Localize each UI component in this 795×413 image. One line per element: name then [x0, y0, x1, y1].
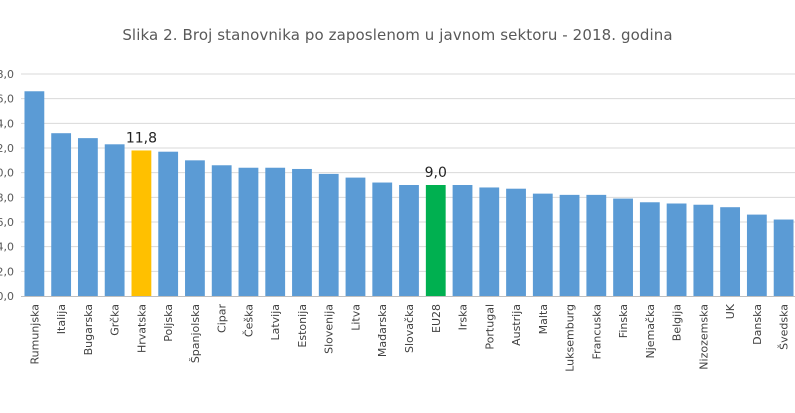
x-tick-label: Rumunjska — [28, 304, 41, 364]
chart-title: Slika 2. Broj stanovnika po zaposlenom u… — [122, 26, 673, 44]
x-tick-label: Latvija — [269, 304, 282, 341]
bars — [24, 91, 794, 297]
bar — [479, 187, 500, 296]
bar — [425, 185, 446, 296]
bar — [746, 214, 767, 296]
bar — [24, 91, 45, 297]
x-tick-label: Poljska — [162, 304, 175, 342]
x-tick-label: Austrija — [510, 304, 523, 346]
x-tick-label: Danska — [751, 304, 764, 345]
bar — [292, 168, 312, 296]
bar — [77, 138, 98, 296]
bar — [506, 188, 526, 296]
x-axis-ticks: Rumunjska Italija Bugarska Grčka Hrvatska Pol… — [28, 303, 790, 372]
bar — [104, 144, 125, 296]
x-tick-label: Cipar — [216, 304, 229, 333]
x-tick-label: Grčka — [109, 304, 122, 336]
bar — [131, 150, 152, 296]
y-tick-label: 4,0 — [0, 241, 14, 254]
bar — [399, 185, 419, 296]
x-tick-label: Španjolska — [189, 304, 202, 363]
y-tick-label: 14,0 — [0, 117, 14, 130]
bar — [720, 207, 741, 296]
data-label: 11,8 — [126, 130, 157, 146]
y-tick-label: 2,0 — [0, 265, 14, 278]
y-tick-label: 12,0 — [0, 142, 14, 155]
bar — [158, 151, 179, 296]
x-tick-label: Belgija — [671, 304, 684, 341]
x-tick-label: EU28 — [430, 304, 443, 333]
x-tick-label: Nizozemska — [697, 304, 710, 370]
x-tick-label: Malta — [537, 304, 550, 334]
y-axis-ticks: 0,0 2,0 4,0 6,0 8,0 10,0 12,0 14,0 16,0 18,0 — [0, 68, 14, 303]
x-tick-label: UK — [724, 303, 737, 319]
bar — [51, 133, 72, 296]
bar — [532, 193, 553, 296]
bar — [372, 182, 393, 296]
x-tick-label: Francuska — [590, 304, 603, 359]
bar — [452, 185, 473, 296]
x-tick-label: Bugarska — [82, 304, 95, 355]
bar — [265, 167, 286, 296]
x-tick-label: Švedska — [778, 304, 791, 350]
x-tick-label: Mađarska — [376, 304, 389, 357]
bar — [586, 194, 607, 296]
x-tick-label: Njemačka — [644, 304, 657, 358]
x-tick-label: Irska — [457, 304, 470, 330]
x-tick-label: Portugal — [483, 304, 496, 350]
y-tick-label: 0,0 — [0, 290, 14, 303]
x-tick-label: Slovačka — [403, 304, 416, 353]
bar — [773, 219, 794, 296]
bar — [318, 173, 339, 296]
x-tick-label: Luksemburg — [564, 304, 577, 372]
y-tick-label: 10,0 — [0, 167, 14, 180]
bar — [666, 203, 687, 296]
bar — [238, 167, 259, 296]
data-labels: 11,8 9,0 — [126, 130, 447, 181]
y-tick-label: 18,0 — [0, 68, 14, 81]
y-tick-label: 8,0 — [0, 191, 14, 204]
bar — [693, 204, 714, 296]
x-tick-label: Češka — [242, 304, 255, 337]
bar — [185, 160, 205, 296]
x-tick-label: Slovenija — [323, 304, 336, 354]
bar — [613, 198, 633, 296]
bar — [345, 177, 366, 296]
x-tick-label: Italija — [55, 304, 68, 334]
bar — [639, 202, 660, 296]
data-label: 9,0 — [425, 165, 447, 181]
bar — [559, 194, 580, 296]
x-tick-label: Hrvatska — [135, 304, 148, 353]
y-tick-label: 6,0 — [0, 216, 14, 229]
bar — [211, 165, 232, 296]
y-tick-label: 16,0 — [0, 93, 14, 106]
x-tick-label: Finska — [617, 304, 630, 338]
x-tick-label: Litva — [349, 304, 362, 331]
x-tick-label: Estonija — [296, 304, 309, 348]
